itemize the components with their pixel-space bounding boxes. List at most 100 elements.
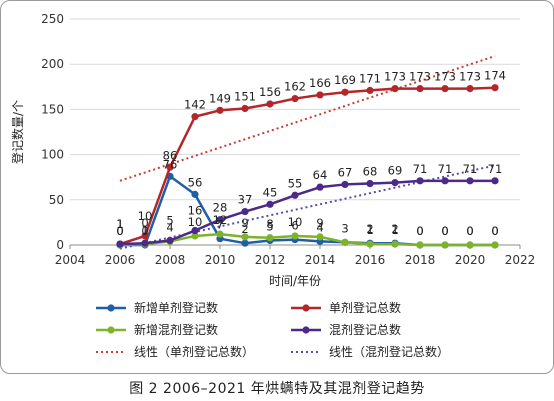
data-label: 173: [409, 70, 431, 84]
data-point: [216, 216, 224, 224]
data-label: 7: [216, 218, 223, 232]
legend-marker: [107, 304, 115, 312]
data-label: 5: [266, 219, 273, 233]
data-point: [291, 191, 299, 199]
data-label: 3: [341, 221, 348, 235]
data-point: [116, 240, 124, 248]
data-point: [191, 190, 199, 198]
data-label: 71: [413, 162, 428, 176]
legend-marker: [107, 326, 115, 334]
trendline: [119, 55, 496, 182]
data-point: [466, 241, 474, 249]
data-point: [266, 100, 274, 108]
data-point: [191, 232, 199, 240]
data-point: [366, 240, 374, 248]
data-point: [416, 177, 424, 185]
legend-label: 新增混剂登记数: [134, 322, 218, 337]
y-tick-label: 100: [41, 148, 64, 162]
data-label: 1: [116, 217, 123, 231]
data-label: 1: [366, 223, 373, 237]
data-label: 56: [188, 175, 203, 189]
data-label: 173: [459, 70, 481, 84]
data-label: 151: [234, 89, 256, 103]
data-point: [391, 179, 399, 187]
data-point: [491, 241, 499, 249]
trendline: [119, 164, 496, 250]
x-tick-label: 2008: [155, 253, 186, 267]
data-point: [391, 240, 399, 248]
data-label: 173: [384, 70, 406, 84]
data-label: 142: [184, 98, 206, 112]
data-label: 0: [141, 224, 148, 238]
data-point: [141, 232, 149, 240]
y-axis-label: 登记数量/个: [10, 100, 25, 164]
data-label: 0: [466, 224, 473, 238]
data-label: 67: [338, 165, 353, 179]
series-line: [119, 86, 496, 246]
data-label: 55: [288, 176, 303, 190]
data-point: [441, 177, 449, 185]
data-label: 0: [466, 224, 473, 238]
data-label: 45: [263, 185, 278, 199]
data-point: [216, 106, 224, 114]
legend-label: 混剂登记总数: [329, 322, 401, 337]
data-point: [416, 241, 424, 249]
data-point: [241, 239, 249, 247]
data-label: 0: [116, 224, 123, 238]
data-label: 2: [366, 222, 373, 236]
data-label: 68: [363, 165, 378, 179]
data-label: 0: [416, 224, 423, 238]
data-label: 1: [391, 223, 398, 237]
data-label: 174: [484, 69, 506, 83]
data-label: 4: [316, 220, 323, 234]
data-point: [491, 84, 499, 92]
data-label: 37: [238, 193, 253, 207]
legend-label: 单剂登记总数: [329, 300, 401, 315]
data-label: 5: [166, 213, 173, 227]
data-point: [141, 239, 149, 247]
legend-label: 线性（单剂登记总数）: [134, 344, 254, 359]
data-label: 8: [266, 217, 273, 231]
x-tick-label: 2012: [255, 253, 286, 267]
data-point: [341, 88, 349, 96]
data-label: 0: [116, 224, 123, 238]
data-label: 0: [416, 224, 423, 238]
x-axis-label: 时间/年份: [269, 274, 321, 288]
data-point: [441, 241, 449, 249]
data-point: [291, 94, 299, 103]
data-label: 71: [463, 162, 478, 176]
x-tick-label: 2006: [105, 253, 136, 267]
data-label: 0: [441, 224, 448, 238]
x-tick-label: 2010: [205, 253, 236, 267]
data-point: [416, 85, 424, 93]
data-label: 171: [359, 71, 381, 85]
data-point: [166, 236, 174, 245]
data-point: [391, 85, 399, 93]
figure-caption: 图 2 2006–2021 年烘螨特及其混剂登记趋势: [129, 381, 425, 397]
y-tick-label: 150: [41, 102, 64, 116]
legend-label: 新增单剂登记数: [134, 300, 218, 315]
data-point: [341, 238, 349, 246]
data-point: [466, 177, 474, 185]
data-point: [166, 163, 174, 171]
data-label: 69: [388, 164, 403, 178]
legend-label: 线性（混剂登记总数）: [329, 344, 449, 359]
data-point: [191, 113, 199, 121]
data-label: 6: [291, 219, 298, 233]
data-label: 10: [138, 209, 153, 223]
data-label: 10: [188, 215, 203, 229]
data-label: 2: [241, 222, 248, 236]
x-tick-label: 2022: [505, 253, 536, 267]
data-point: [266, 200, 274, 208]
x-tick-label: 2020: [455, 253, 486, 267]
series-line: [119, 179, 495, 246]
data-label: 2: [391, 222, 398, 236]
data-label: 149: [209, 91, 231, 105]
y-tick-label: 50: [49, 193, 64, 207]
chart-frame: [0, 0, 554, 374]
data-label: 71: [438, 162, 453, 176]
data-point: [241, 104, 249, 113]
data-point: [241, 233, 249, 241]
data-label: 0: [441, 224, 448, 238]
